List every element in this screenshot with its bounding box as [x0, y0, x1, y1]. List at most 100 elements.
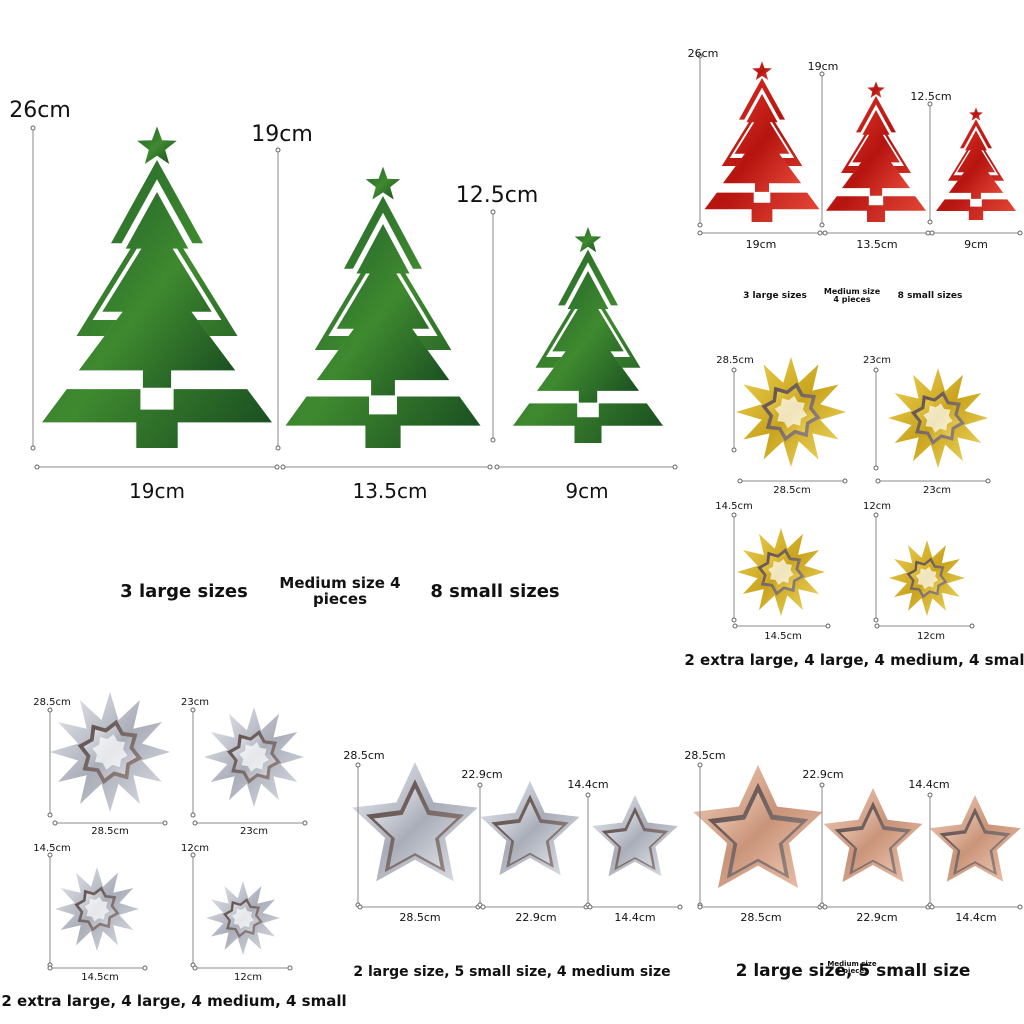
dimension-end [819, 71, 825, 77]
label: Medium size 4 pieces [823, 286, 881, 304]
snowflake-center [768, 559, 794, 585]
label: 19cm [745, 238, 777, 251]
dimension-end [929, 230, 935, 236]
dimension-end [494, 464, 500, 470]
dimension-end [874, 623, 880, 629]
label: 28.5cm [773, 484, 811, 496]
dimension-end [873, 512, 879, 518]
dimension-end [969, 623, 975, 629]
dimension-end [873, 617, 879, 623]
dimension-end [585, 792, 591, 798]
label: 19cm [129, 478, 185, 503]
dimension-end [732, 623, 738, 629]
dimension-end [1017, 230, 1023, 236]
dimension-end [490, 437, 496, 443]
label: 13.5cm [856, 238, 898, 251]
label: 12cm [234, 971, 262, 983]
dimension-end [142, 965, 148, 971]
dimension-end [731, 512, 737, 518]
label: 19cm [251, 121, 313, 147]
label: 28.5cm [343, 749, 385, 762]
label: 28.5cm [716, 354, 754, 366]
dimension-end [587, 904, 593, 910]
label: 14.5cm [81, 971, 119, 983]
star-inner [715, 792, 801, 874]
tree-star [969, 107, 983, 121]
tree-star [137, 126, 177, 164]
dimension-end [925, 230, 931, 236]
dimension-end [697, 904, 703, 910]
dimension-end [287, 965, 293, 971]
star-inner [606, 813, 664, 867]
label: 26cm [687, 47, 719, 60]
label: 28.5cm [33, 696, 71, 708]
tree-star [574, 226, 602, 253]
dimension-end [737, 478, 743, 484]
label: 2 extra large, 4 large, 4 medium, 4 smal… [1, 992, 347, 1010]
dimension-end [274, 464, 280, 470]
dimension-end [697, 53, 703, 59]
dimension-end [927, 792, 933, 798]
tree-inner [78, 192, 236, 388]
dimension-end [819, 782, 825, 788]
label: 14.5cm [764, 630, 802, 642]
dimension-end [487, 464, 493, 470]
dimension-end [192, 820, 198, 826]
snowflake-center [232, 907, 254, 929]
dimension-end [280, 464, 286, 470]
dimension-end [697, 222, 703, 228]
tree-inner [948, 130, 1004, 199]
dimension-end [927, 219, 933, 225]
label: 12cm [917, 630, 945, 642]
tree-star [752, 61, 772, 80]
dimension-end [477, 782, 483, 788]
tree-star [365, 166, 401, 200]
tree-inner [842, 110, 910, 196]
dimension-end [355, 762, 361, 768]
snowflake-center [923, 403, 953, 433]
tree-inner [537, 271, 639, 403]
dimension-end [677, 904, 683, 910]
dimension-end [190, 852, 196, 858]
dimension-end [480, 904, 486, 910]
label: 23cm [923, 484, 951, 496]
dimension-end [985, 478, 991, 484]
dimension-end [927, 101, 933, 107]
dimension-end [819, 222, 825, 228]
label: 28.5cm [740, 911, 782, 924]
label: 19cm [807, 60, 839, 73]
label: 9cm [565, 478, 609, 503]
dimension-end [302, 820, 308, 826]
label: 22.9cm [802, 768, 844, 781]
dimension-end [817, 230, 823, 236]
label: Medium size 4 pieces [827, 959, 877, 975]
label: Medium size 4 pieces [279, 574, 401, 608]
label: 14.4cm [614, 911, 656, 924]
label: 22.9cm [856, 911, 898, 924]
label: 14.4cm [908, 778, 950, 791]
dimension-end [731, 367, 737, 373]
label: 12cm [181, 842, 209, 854]
dimension-end [490, 209, 496, 215]
dimension-end [697, 230, 703, 236]
dimension-end [47, 707, 53, 713]
label: 3 large sizes [120, 580, 248, 602]
label: 22.9cm [515, 911, 557, 924]
label: 23cm [863, 354, 891, 366]
snowflake-center [239, 742, 269, 772]
snowflake-center [84, 896, 110, 922]
dimension-end [30, 125, 36, 131]
label: 12.5cm [910, 90, 952, 103]
label: 14.5cm [715, 500, 753, 512]
dimension-end [822, 904, 828, 910]
label: 28.5cm [684, 749, 726, 762]
dimension-end [731, 447, 737, 453]
tree-star [867, 81, 885, 98]
label: 28.5cm [91, 825, 129, 837]
dimension-end [875, 478, 881, 484]
tree-inner [722, 94, 802, 192]
label: 14.5cm [33, 842, 71, 854]
label: 22.9cm [461, 768, 503, 781]
snowflake-center [92, 734, 128, 770]
dimension-end [34, 464, 40, 470]
